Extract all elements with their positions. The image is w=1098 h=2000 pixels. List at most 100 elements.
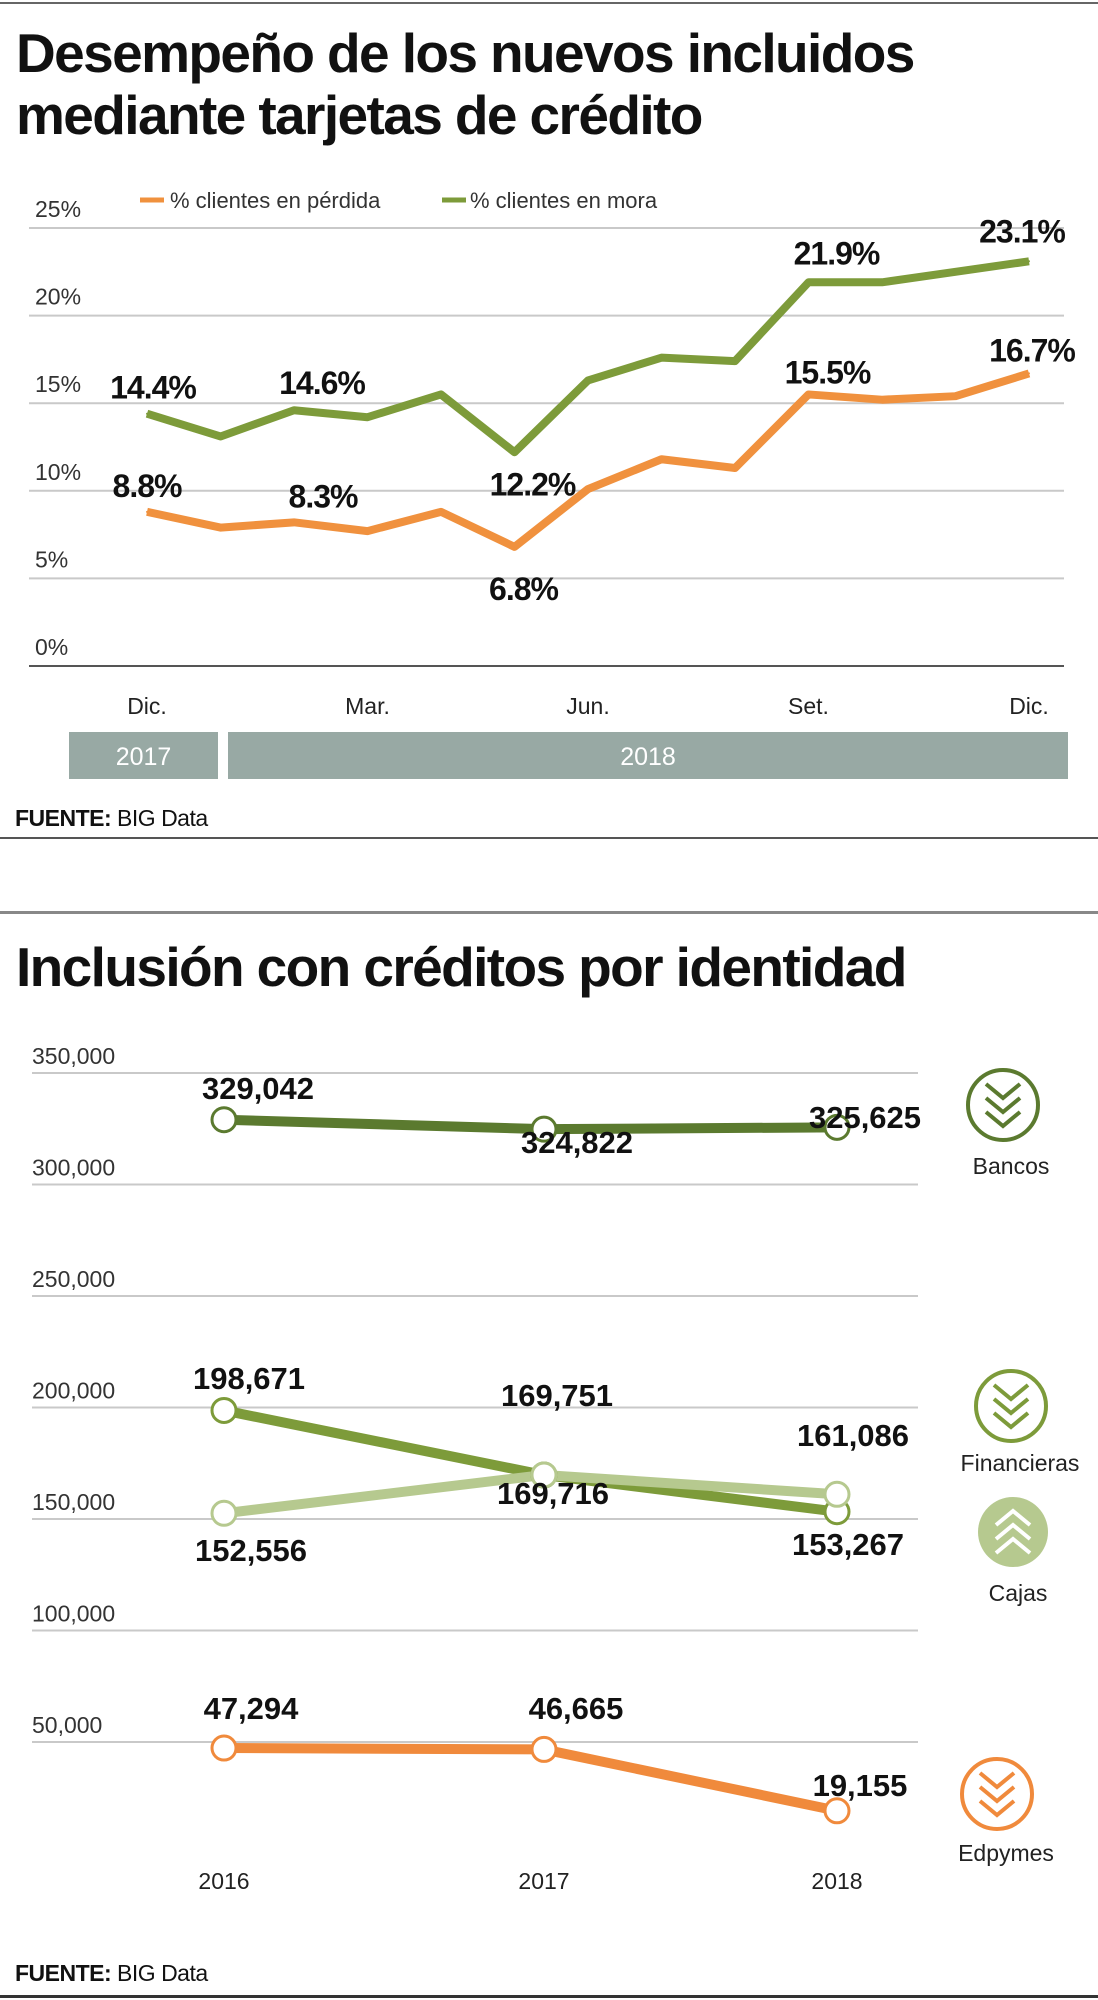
section-rule-2 [0,911,1098,914]
data-point [1028,372,1030,375]
data-label: 324,822 [521,1125,633,1160]
data-point [734,467,736,470]
section-rule [0,837,1098,839]
x-tick-label: Dic. [1009,693,1049,719]
series-line [145,257,1030,457]
icon-circle [974,1369,1048,1443]
source-label: FUENTE: [15,1960,112,1986]
data-point [823,1113,851,1141]
double-chevron-down-icon [966,1068,1040,1142]
chevron [994,1522,1032,1541]
x-tick-label: Dic. [127,693,167,719]
chevron [984,1082,1022,1101]
source-label: FUENTE: [15,805,112,831]
data-label: 14.6% [279,365,365,401]
chevron [992,1397,1030,1416]
chevron [978,1785,1016,1804]
data-label: 46,665 [529,1691,624,1726]
data-label: 47,294 [204,1691,300,1726]
y-tick-label: 50,000 [32,1712,102,1738]
year-band [228,732,1068,779]
data-point [660,458,663,461]
data-point [823,1797,851,1825]
data-point [440,510,442,513]
data-point [881,281,883,284]
data-point [1028,260,1030,263]
data-label: 152,556 [195,1533,307,1568]
chevron [978,1771,1016,1790]
source-note-bottom: FUENTE: BIG Data [15,1960,208,1987]
data-label: 198,671 [193,1361,305,1396]
y-tick-label: 200,000 [32,1378,115,1404]
y-tick-label: 300,000 [32,1155,115,1181]
chevron [994,1536,1032,1555]
data-label: 8.8% [113,468,182,504]
data-point [219,435,222,438]
source-note-top: FUENTE: BIG Data [15,805,208,832]
data-point [440,393,442,396]
data-point [210,1499,238,1527]
year-band-label: 2017 [116,743,172,771]
data-label: 23.1% [979,213,1065,249]
double-chevron-down-icon [974,1369,1048,1443]
data-point [530,1461,558,1489]
data-point [530,1735,558,1763]
data-point [587,488,589,491]
data-label: 169,751 [501,1378,613,1413]
data-point [807,281,810,284]
data-point [146,510,148,513]
source-text: BIG Data [111,1960,208,1986]
year-band [69,732,218,779]
y-tick-label: 100,000 [32,1601,115,1627]
legend-label: Edpymes [958,1840,1054,1866]
y-tick-label: 20% [35,284,81,310]
y-tick-label: 10% [35,459,81,485]
data-point [954,270,957,273]
legend-label: % clientes en pérdida [170,188,381,213]
data-label: 325,625 [809,1100,921,1135]
chevron [994,1508,1032,1527]
chart-title-line1: Desempeño de los nuevos incluidos [16,22,915,84]
data-label: 21.9% [794,235,880,271]
y-tick-label: 5% [35,546,68,572]
bottom-rule [0,1995,1098,1998]
data-label: 16.7% [989,332,1075,368]
top-rule [0,2,1098,4]
double-chevron-down-icon [960,1757,1034,1831]
double-chevron-up-icon [978,1497,1048,1567]
data-label: 329,042 [202,1071,314,1106]
data-point [807,393,810,396]
chevron [984,1096,1022,1115]
chevron [984,1110,1022,1129]
y-tick-label: 15% [35,371,81,397]
data-point [366,416,369,419]
y-tick-label: 150,000 [32,1489,115,1515]
data-label: 14.4% [110,370,196,406]
x-tick-label: Mar. [345,693,390,719]
data-point [881,398,883,401]
data-point [734,360,736,363]
data-point [823,1480,851,1508]
data-point [210,1396,238,1424]
icon-circle [966,1068,1040,1142]
data-label: 6.8% [489,571,558,607]
y-tick-label: 250,000 [32,1266,115,1292]
data-label: 169,716 [497,1476,609,1511]
y-tick-label: 25% [35,196,81,222]
source-text: BIG Data [111,805,208,831]
legend-label: Bancos [973,1153,1050,1179]
year-band-label: 2018 [620,743,676,771]
data-point [366,530,369,533]
icon-circle [978,1497,1048,1567]
data-point [219,526,222,529]
data-point [293,409,295,412]
series-line [223,1743,839,1816]
data-point [513,545,516,548]
data-point [210,1734,238,1762]
data-point [210,1106,238,1134]
data-label: 15.5% [785,354,871,390]
data-point [513,451,516,454]
data-label: 12.2% [490,466,576,502]
x-tick-label: 2016 [198,1868,249,1894]
